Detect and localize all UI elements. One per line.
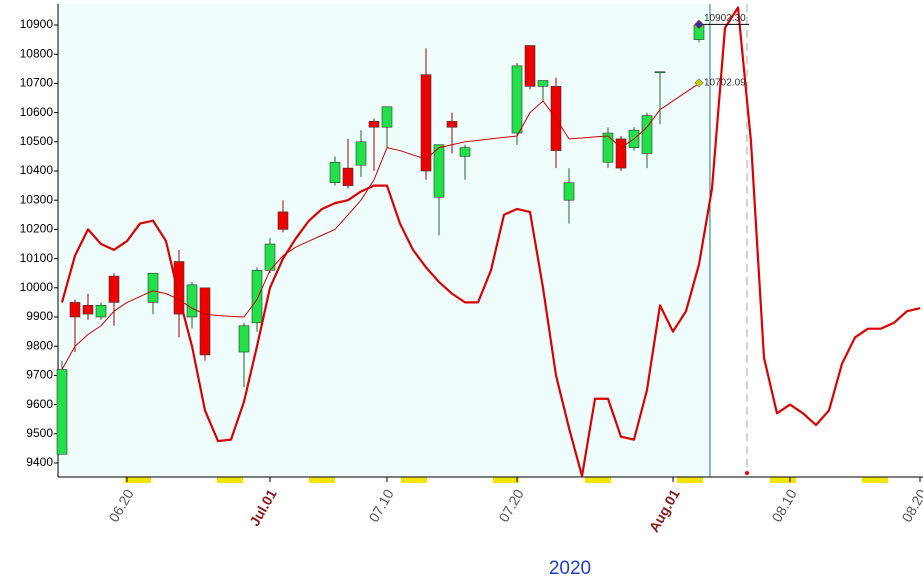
weekend-mark (677, 477, 703, 483)
y-tick-label: 9800 (26, 338, 53, 352)
candle-body (381, 106, 393, 128)
candle-body (524, 45, 536, 87)
weekend-mark (309, 477, 335, 483)
x-tick-label: 06.20 (105, 486, 136, 525)
y-tick-label: 10000 (20, 280, 54, 294)
x-tick-label: 08.10 (768, 486, 799, 525)
candle-body (368, 121, 380, 128)
candle-body (199, 287, 211, 356)
candle-body (277, 211, 289, 230)
candle-body (602, 132, 614, 163)
candle-body (173, 261, 185, 315)
y-tick-label: 9600 (26, 397, 53, 411)
weekend-mark (770, 477, 796, 483)
x-tick-label: Aug.01 (646, 486, 683, 535)
y-tick-label: 10500 (20, 134, 54, 148)
y-tick-label: 10900 (20, 17, 54, 31)
annotation-marker (694, 78, 704, 88)
weekend-mark (585, 477, 611, 483)
weekend-mark (862, 477, 888, 483)
candle-body (563, 182, 575, 201)
candle-body (433, 144, 445, 198)
x-tick-label: 07.20 (495, 486, 526, 525)
y-tick-label: 9900 (26, 309, 53, 323)
candle-body (355, 141, 367, 166)
candle-body (511, 65, 523, 134)
candle-body (329, 161, 341, 183)
x-tick-label: 08.20 (898, 486, 923, 525)
candle-body (186, 284, 198, 318)
weekend-mark (401, 477, 427, 483)
x-tick-label: 07.10 (365, 486, 396, 525)
candle-body (147, 272, 159, 303)
plot-background (58, 4, 710, 477)
annotation-label: 10902.30 (704, 13, 746, 24)
candle-body (69, 302, 81, 318)
candle-body (342, 167, 354, 186)
candle-body (654, 71, 666, 74)
candle-body (420, 74, 432, 172)
candle-body (251, 269, 263, 324)
y-tick-label: 9500 (26, 426, 53, 440)
weekend-mark (217, 477, 243, 483)
y-tick-label: 10800 (20, 46, 54, 60)
x-axis-label: 2020 (549, 558, 591, 578)
weekend-mark (493, 477, 519, 483)
weekend-mark (125, 477, 151, 483)
y-tick-label: 10600 (20, 105, 54, 119)
y-tick-label: 10400 (20, 163, 54, 177)
y-tick-label: 10100 (20, 251, 54, 265)
indicator-line (60, 6, 921, 478)
y-tick-label: 9400 (26, 455, 53, 469)
cursor-dot (745, 471, 749, 475)
candle-body (537, 80, 549, 87)
candle-body (108, 275, 120, 303)
candle-body (238, 325, 250, 353)
y-tick-label: 9700 (26, 368, 53, 382)
y-tick-label: 10200 (20, 222, 54, 236)
annotation-label: 10702.09 (704, 77, 746, 88)
candle-body (56, 369, 68, 455)
indicator-line (61, 83, 700, 370)
candle-body (641, 115, 653, 154)
y-tick-label: 10300 (20, 192, 54, 206)
x-tick-label: Jul.01 (246, 486, 280, 529)
candle-body (446, 121, 458, 128)
annotation-marker (694, 19, 704, 29)
candle-body (459, 147, 471, 157)
y-tick-label: 10700 (20, 76, 54, 90)
weekend-marks (125, 477, 888, 483)
candle-body (95, 305, 107, 318)
candle-body (82, 305, 94, 315)
candle-body (615, 138, 627, 169)
